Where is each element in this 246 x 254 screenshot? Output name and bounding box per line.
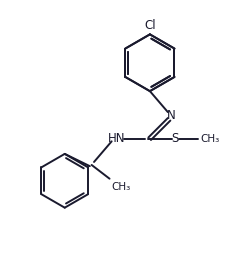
Text: N: N: [167, 108, 175, 122]
Text: CH₃: CH₃: [201, 134, 220, 144]
Text: Cl: Cl: [144, 19, 156, 32]
Text: HN: HN: [108, 132, 126, 146]
Text: S: S: [172, 132, 179, 146]
Text: CH₃: CH₃: [111, 182, 130, 192]
